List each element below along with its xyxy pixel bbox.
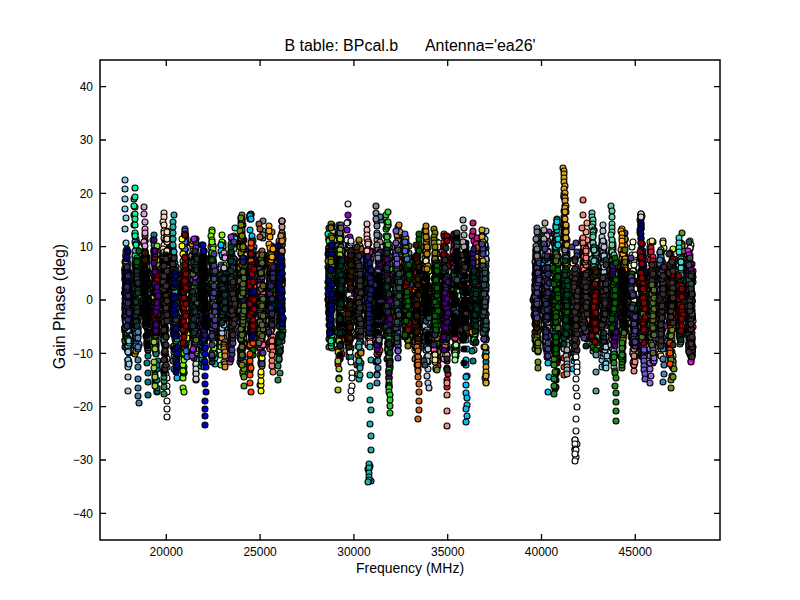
svg-text:−40: −40 bbox=[73, 507, 94, 521]
svg-text:−20: −20 bbox=[73, 400, 94, 414]
svg-text:45000: 45000 bbox=[619, 545, 653, 559]
svg-text:10: 10 bbox=[80, 240, 94, 254]
svg-text:B table: BPcal.b Antenna=: B table: BPcal.b Antenna='ea26' bbox=[284, 37, 535, 54]
svg-text:0: 0 bbox=[86, 293, 93, 307]
svg-text:40: 40 bbox=[80, 80, 94, 94]
svg-text:25000: 25000 bbox=[243, 545, 277, 559]
svg-text:Frequency (MHz): Frequency (MHz) bbox=[356, 560, 464, 576]
svg-text:−30: −30 bbox=[73, 453, 94, 467]
svg-text:−10: −10 bbox=[73, 347, 94, 361]
svg-text:40000: 40000 bbox=[525, 545, 559, 559]
svg-text:35000: 35000 bbox=[431, 545, 465, 559]
svg-text:20000: 20000 bbox=[150, 545, 184, 559]
svg-text:Gain Phase (deg): Gain Phase (deg) bbox=[51, 244, 68, 369]
svg-text:20: 20 bbox=[80, 187, 94, 201]
svg-text:30: 30 bbox=[80, 133, 94, 147]
svg-text:30000: 30000 bbox=[337, 545, 371, 559]
